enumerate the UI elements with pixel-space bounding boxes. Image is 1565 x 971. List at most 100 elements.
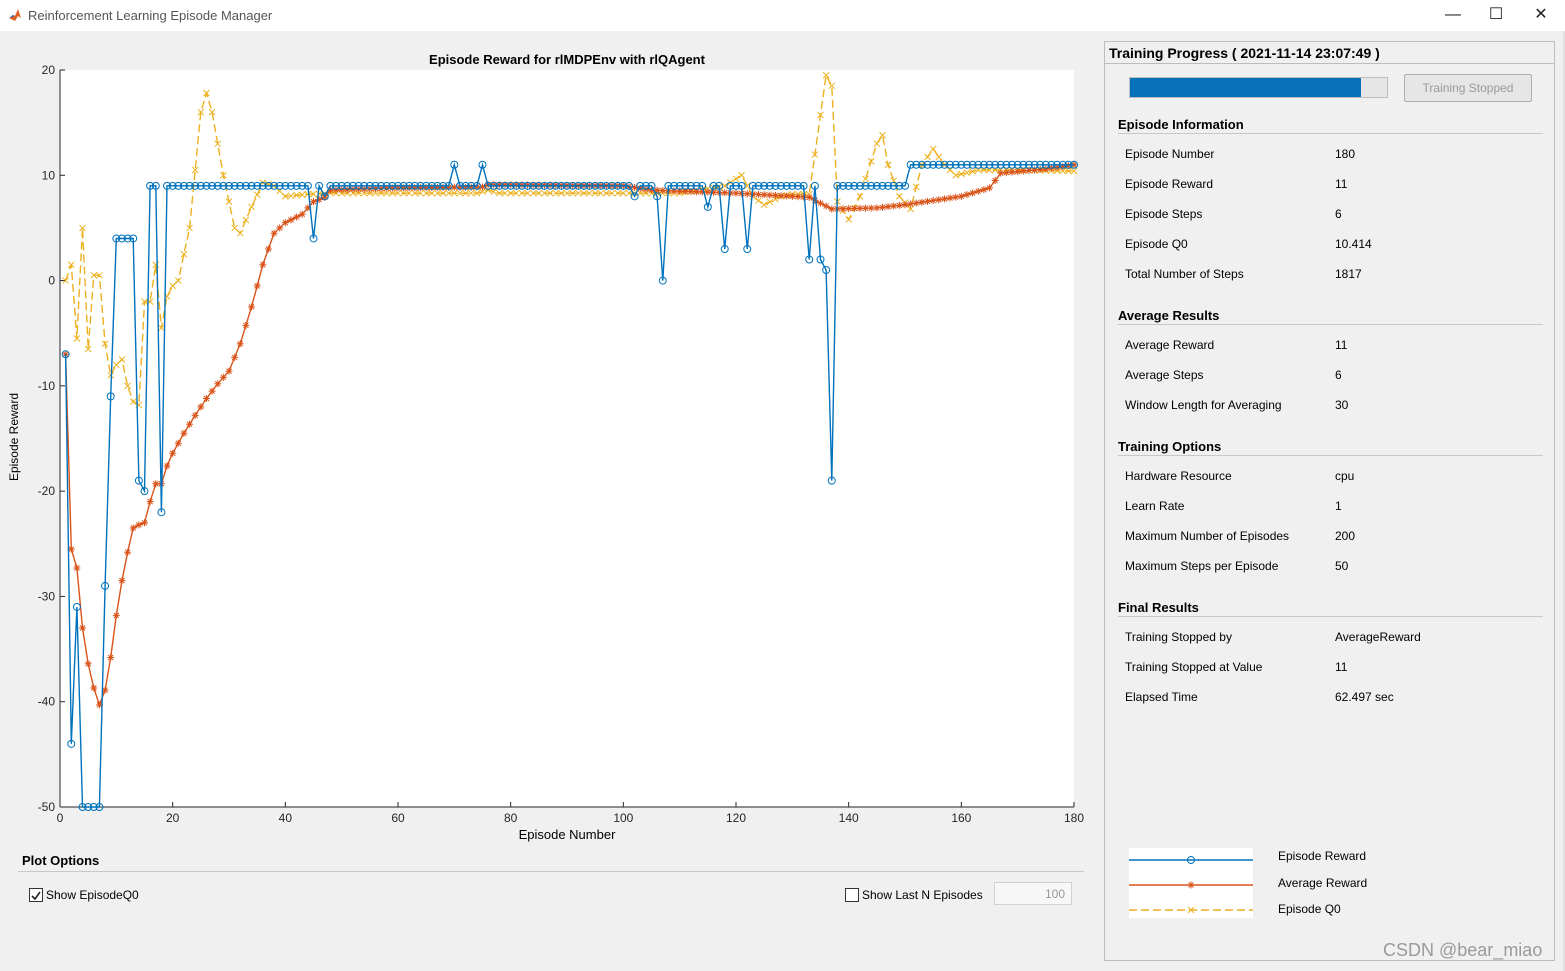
data-point bbox=[490, 181, 498, 189]
data-point bbox=[1070, 160, 1078, 169]
data-point bbox=[760, 201, 768, 209]
data-point bbox=[484, 186, 492, 194]
show-last-n-checkbox[interactable] bbox=[845, 888, 859, 902]
data-point bbox=[186, 420, 194, 428]
data-point bbox=[664, 181, 673, 190]
data-point bbox=[219, 181, 228, 190]
data-point bbox=[574, 181, 583, 190]
data-point bbox=[213, 181, 222, 190]
data-point bbox=[202, 394, 210, 402]
data-point bbox=[90, 271, 98, 279]
x-tick-label: 0 bbox=[57, 811, 64, 825]
data-point bbox=[896, 192, 903, 200]
maximize-button[interactable]: ☐ bbox=[1488, 6, 1504, 23]
data-point bbox=[118, 356, 126, 363]
data-point bbox=[73, 335, 81, 342]
data-point bbox=[152, 480, 160, 488]
data-point bbox=[771, 181, 780, 190]
data-point bbox=[828, 205, 836, 213]
legend bbox=[1129, 848, 1253, 918]
data-point bbox=[484, 181, 493, 190]
info-row-value: 1 bbox=[1335, 499, 1342, 513]
data-point bbox=[693, 188, 701, 196]
data-point bbox=[619, 189, 627, 197]
data-point bbox=[1036, 165, 1044, 173]
data-point bbox=[743, 244, 752, 253]
data-point bbox=[377, 181, 386, 190]
data-point bbox=[585, 181, 594, 190]
info-row-label: Episode Reward bbox=[1125, 177, 1214, 191]
data-point bbox=[383, 189, 391, 197]
data-point bbox=[169, 449, 177, 457]
info-row-label: Maximum Number of Episodes bbox=[1125, 529, 1290, 543]
data-point bbox=[541, 189, 548, 197]
data-point bbox=[61, 350, 70, 359]
data-point bbox=[196, 181, 205, 190]
data-point bbox=[371, 185, 379, 193]
chart-title: Episode Reward for rlMDPEnv with rlQAgen… bbox=[429, 52, 705, 67]
last-n-episodes-input[interactable]: 100 bbox=[994, 882, 1072, 905]
data-point bbox=[692, 181, 701, 190]
data-point bbox=[434, 189, 441, 197]
data-point bbox=[546, 189, 554, 197]
data-point bbox=[805, 193, 813, 201]
data-point bbox=[551, 181, 560, 190]
data-point bbox=[337, 181, 346, 190]
episode-reward-chart[interactable]: 0 20 40 60 80 100 120 140 160 180 -50 -40 -30 -20 -10 0… bbox=[0, 0, 1090, 850]
data-point bbox=[929, 145, 937, 153]
data-point bbox=[445, 189, 453, 197]
info-row-value: 62.497 sec bbox=[1335, 690, 1394, 704]
data-point bbox=[580, 189, 588, 197]
data-point bbox=[709, 188, 717, 196]
data-point bbox=[529, 181, 538, 190]
show-q0-checkbox[interactable] bbox=[29, 888, 43, 902]
data-point bbox=[107, 653, 115, 661]
data-point bbox=[382, 181, 391, 190]
data-point bbox=[659, 186, 667, 194]
data-point bbox=[1187, 906, 1195, 914]
data-point bbox=[118, 577, 126, 585]
data-point bbox=[191, 411, 199, 419]
data-point bbox=[264, 181, 273, 190]
data-point bbox=[879, 131, 886, 139]
data-point bbox=[180, 250, 188, 258]
data-point bbox=[867, 181, 876, 190]
minimize-button[interactable]: — bbox=[1445, 6, 1461, 23]
data-point bbox=[230, 181, 239, 190]
data-point bbox=[940, 160, 949, 169]
data-point bbox=[614, 189, 622, 197]
data-point bbox=[996, 160, 1005, 169]
data-point bbox=[489, 181, 498, 190]
data-point bbox=[287, 216, 295, 224]
data-point bbox=[518, 181, 526, 189]
data-point bbox=[236, 340, 244, 348]
data-point bbox=[62, 350, 70, 358]
data-point bbox=[686, 181, 695, 190]
data-point bbox=[287, 192, 295, 200]
x-tick-label: 100 bbox=[613, 811, 633, 825]
data-point bbox=[732, 189, 740, 197]
data-point bbox=[67, 739, 76, 748]
data-point bbox=[79, 224, 86, 232]
data-point bbox=[951, 160, 960, 169]
data-point bbox=[444, 181, 453, 190]
x-tick-label: 180 bbox=[1064, 811, 1084, 825]
data-point bbox=[817, 111, 824, 119]
data-point bbox=[800, 193, 808, 201]
info-row-value: AverageReward bbox=[1335, 630, 1421, 644]
data-point bbox=[203, 89, 210, 97]
data-point bbox=[878, 181, 887, 190]
window-edge bbox=[1563, 31, 1565, 971]
series-line bbox=[64, 73, 1075, 406]
data-point bbox=[1065, 167, 1072, 175]
data-point bbox=[546, 181, 555, 190]
data-point bbox=[743, 182, 751, 190]
training-stopped-button[interactable]: Training Stopped bbox=[1404, 74, 1532, 102]
data-point bbox=[817, 199, 824, 207]
data-point bbox=[940, 195, 948, 203]
data-point bbox=[461, 181, 470, 190]
data-point bbox=[974, 187, 982, 195]
data-point bbox=[422, 184, 430, 192]
close-button[interactable]: ✕ bbox=[1534, 6, 1548, 23]
data-point bbox=[107, 371, 115, 379]
